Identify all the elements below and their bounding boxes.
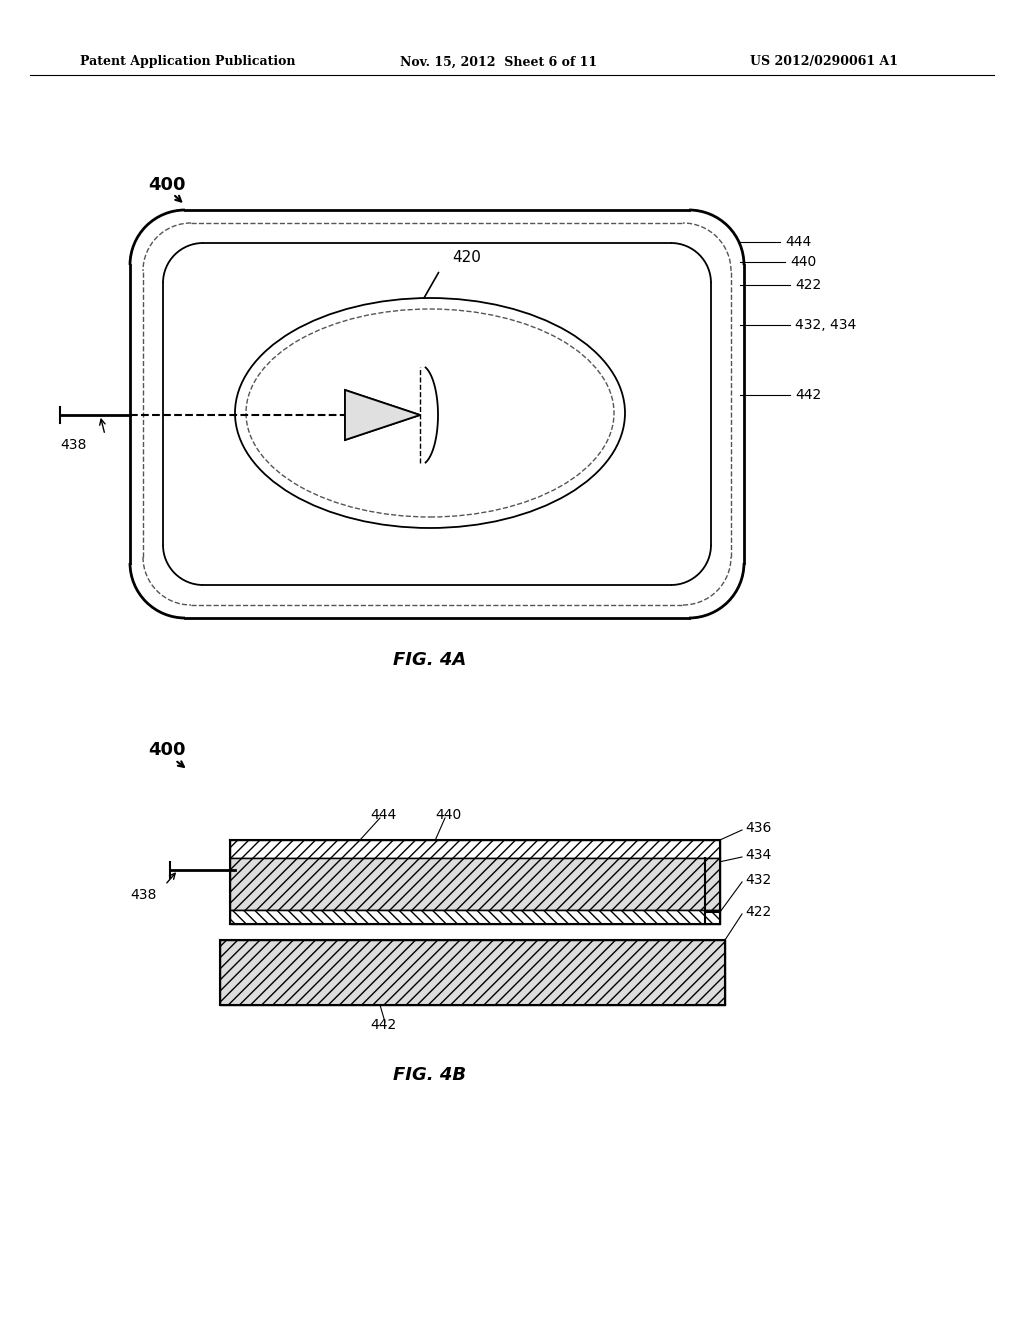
Bar [230,909,720,924]
Bar [220,940,725,1005]
Text: FIG. 4B: FIG. 4B [393,1067,467,1084]
Text: 420: 420 [452,251,481,265]
Bar [230,840,720,858]
Text: 432: 432 [745,873,771,887]
Text: 440: 440 [435,808,461,822]
Text: 444: 444 [370,808,396,822]
Text: 438: 438 [130,888,157,902]
Text: 436: 436 [745,821,771,836]
Text: 434: 434 [745,847,771,862]
Text: 442: 442 [370,1018,396,1032]
Text: 400: 400 [148,176,185,194]
Text: 422: 422 [795,279,821,292]
Polygon shape [345,389,420,440]
Text: 432, 434: 432, 434 [795,318,856,333]
Text: 438: 438 [60,438,86,451]
Bar [230,858,720,909]
Text: Nov. 15, 2012  Sheet 6 of 11: Nov. 15, 2012 Sheet 6 of 11 [400,55,597,69]
Text: US 2012/0290061 A1: US 2012/0290061 A1 [750,55,898,69]
Text: Patent Application Publication: Patent Application Publication [80,55,296,69]
Ellipse shape [246,309,614,517]
Text: 444: 444 [785,235,811,249]
Text: 422: 422 [745,906,771,919]
Text: 400: 400 [148,741,185,759]
Text: 440: 440 [790,255,816,269]
Ellipse shape [234,298,625,528]
Text: FIG. 4A: FIG. 4A [393,651,467,669]
Text: 442: 442 [795,388,821,403]
